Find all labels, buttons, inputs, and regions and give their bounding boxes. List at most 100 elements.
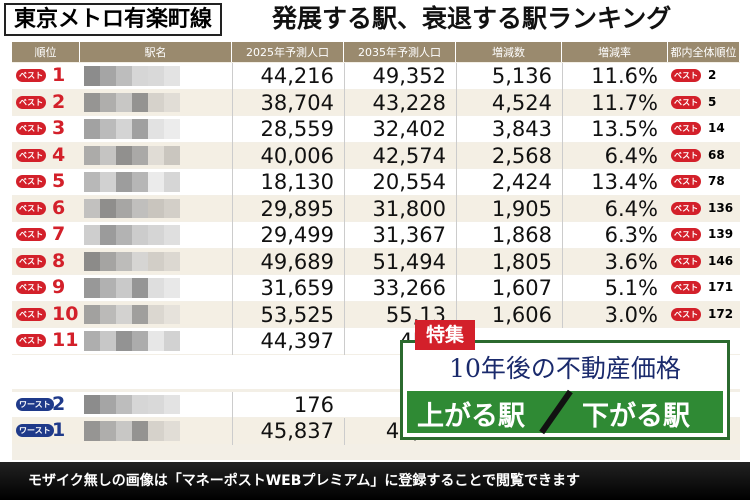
mosaic [148, 304, 164, 324]
mosaic [132, 421, 148, 441]
mosaic [164, 278, 180, 298]
mosaic [84, 225, 100, 245]
mosaic [132, 66, 148, 86]
change: 1,868 [456, 222, 562, 249]
overall-badge: ベスト [671, 122, 702, 135]
mosaic [164, 304, 180, 324]
change: 1,607 [456, 275, 562, 302]
pop2035: 31,800 [344, 195, 456, 222]
pop2025: 44,216 [232, 63, 344, 90]
column-header: 増減率 [562, 42, 668, 62]
mosaic [132, 278, 148, 298]
mosaic [164, 394, 180, 415]
mosaic [132, 145, 148, 165]
mosaic [148, 198, 164, 218]
mosaic [164, 251, 180, 271]
mosaic [100, 278, 116, 298]
column-header: 増減数 [456, 42, 562, 62]
overall-badge: ベスト [671, 69, 702, 82]
mosaic [164, 331, 180, 351]
overall-rank: 136 [708, 200, 734, 215]
title: 発展する駅、衰退する駅ランキング [272, 4, 672, 33]
mosaic [84, 394, 100, 415]
mosaic [116, 421, 132, 441]
mosaic [84, 304, 100, 324]
overall-badge: ベスト [671, 175, 702, 188]
mosaic [148, 66, 164, 86]
change: 4,524 [456, 89, 562, 116]
rate: 5.1% [562, 275, 668, 302]
rank: 11 [52, 329, 79, 351]
rank-badge: ワースト [16, 424, 54, 438]
mosaic [132, 394, 148, 415]
rate: 3.6% [562, 248, 668, 275]
overall-rank: 2 [708, 68, 717, 82]
change: 1,606 [456, 301, 562, 328]
rank: 1 [52, 64, 66, 86]
pop2035: 31,367 [344, 222, 456, 249]
mosaic [148, 278, 164, 298]
overall-rank: 5 [708, 94, 717, 109]
divider [539, 389, 573, 435]
mosaic [164, 92, 180, 112]
change: 3,843 [456, 116, 562, 143]
mosaic [132, 251, 148, 271]
mosaic [148, 225, 164, 245]
overall-rank: 146 [708, 253, 734, 268]
rank-badge: ベスト [16, 175, 47, 188]
change: 5,136 [456, 63, 562, 90]
mosaic [116, 119, 132, 139]
pop2025: 45,837 [232, 418, 344, 445]
overall-rank: 172 [708, 306, 734, 321]
rank: 4 [52, 143, 66, 166]
mosaic [116, 145, 132, 165]
rate: 13.4% [562, 169, 668, 196]
overall-badge: ベスト [671, 95, 702, 109]
mosaic [164, 119, 180, 139]
mosaic [116, 172, 132, 192]
mosaic [148, 172, 164, 192]
mosaic [84, 145, 100, 165]
rank-badge: ベスト [16, 201, 47, 215]
overall-badge: ベスト [671, 201, 702, 215]
overall-rank: 78 [708, 174, 725, 188]
mosaic [116, 278, 132, 298]
mosaic [84, 278, 100, 298]
mosaic [116, 66, 132, 86]
header: 東京メトロ有楽町線 発展する駅、衰退する駅ランキング [0, 0, 750, 40]
mosaic [100, 119, 116, 139]
mosaic [100, 66, 116, 86]
mosaic [100, 251, 116, 271]
column-header: 都内全体順位 [668, 42, 740, 62]
pop2025: 28,559 [232, 116, 344, 143]
mosaic [100, 172, 116, 192]
pop2035: 43,228 [344, 89, 456, 116]
mosaic [116, 225, 132, 245]
mosaic [100, 225, 116, 245]
rank-badge: ベスト [16, 254, 47, 268]
column-header: 順位 [12, 42, 80, 62]
rank-badge: ベスト [16, 281, 47, 294]
rank-badge: ベスト [16, 95, 47, 109]
rank-badge: ベスト [16, 228, 47, 241]
pop2025: 18,130 [232, 169, 344, 196]
rate: 6.3% [562, 222, 668, 249]
rank: 5 [52, 170, 66, 192]
pop2025: 38,704 [232, 89, 344, 116]
footer: モザイク無しの画像は「マネーポストWEBプレミアム」に登録することで閲覧できます [0, 462, 750, 500]
rank: 2 [52, 392, 66, 415]
rank: 1 [52, 419, 66, 442]
mosaic [164, 421, 180, 441]
column-header: 2035年予測人口 [344, 42, 456, 62]
mosaic [84, 172, 100, 192]
mosaic [116, 251, 132, 271]
rate: 6.4% [562, 195, 668, 222]
overall-badge: ベスト [671, 148, 702, 162]
pop2025: 29,499 [232, 222, 344, 249]
mosaic [148, 251, 164, 271]
mosaic [148, 394, 164, 415]
mosaic [84, 198, 100, 218]
mosaic [132, 92, 148, 112]
mosaic [132, 198, 148, 218]
mosaic [116, 304, 132, 324]
